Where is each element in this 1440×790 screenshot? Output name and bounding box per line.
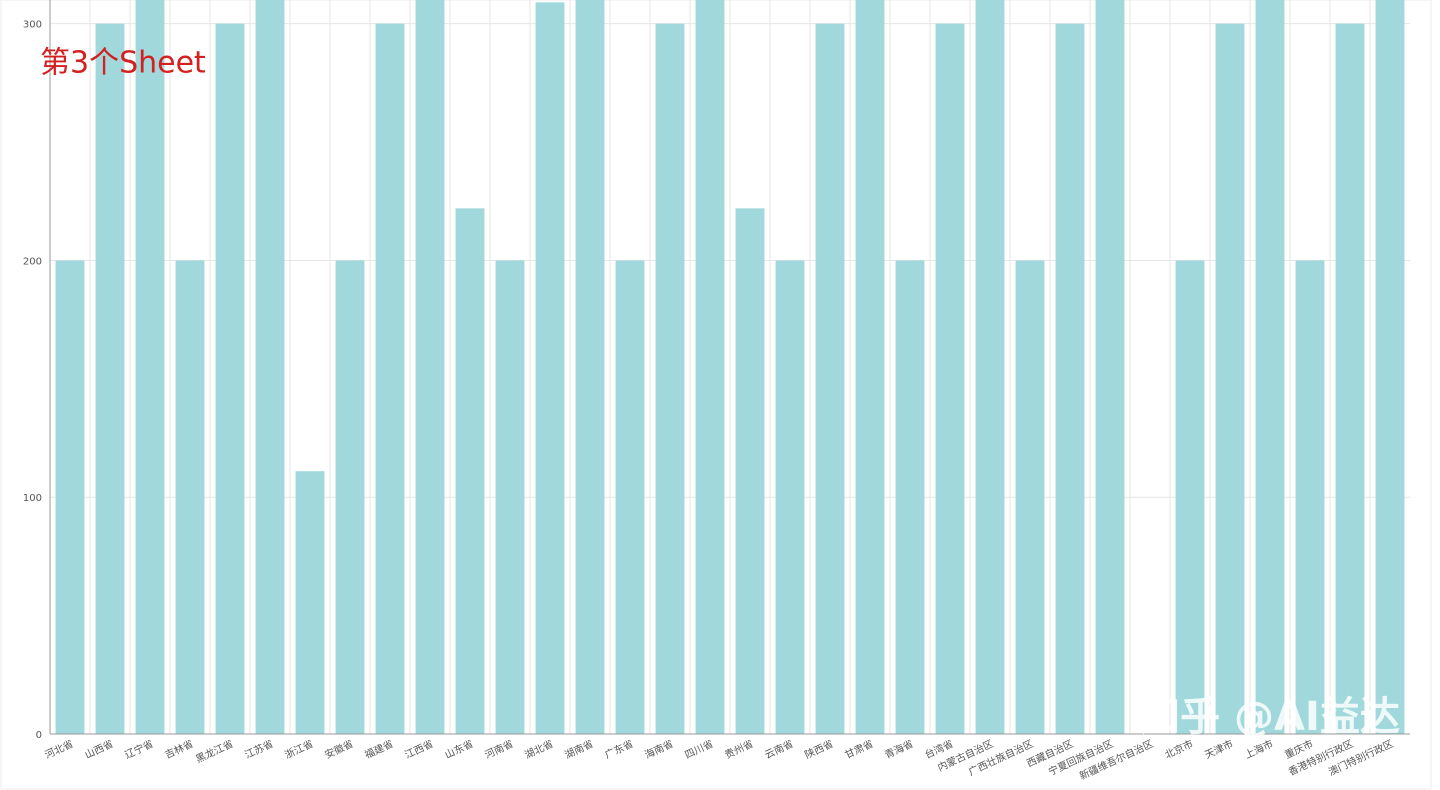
bar <box>1215 23 1245 734</box>
x-tick-label: 湖南省 <box>563 737 596 761</box>
y-tick-label: 200 <box>23 256 42 267</box>
bar <box>135 0 165 734</box>
bar <box>575 0 605 734</box>
annotation: 第3个Sheet <box>40 46 206 81</box>
x-tick-label: 安徽省 <box>323 737 356 761</box>
bar <box>1335 23 1365 734</box>
x-tick-label: 云南省 <box>763 737 796 761</box>
x-tick-label: 河南省 <box>483 737 516 761</box>
x-tick-label: 甘肃省 <box>843 737 876 761</box>
grid <box>49 0 1410 735</box>
bar <box>1255 0 1285 734</box>
x-tick-label: 青海省 <box>883 737 916 761</box>
bar <box>255 0 285 734</box>
x-tick-label: 海南省 <box>643 737 676 761</box>
y-tick-label: 300 <box>23 20 42 31</box>
x-tick-label: 山西省 <box>83 737 116 761</box>
bar <box>1175 260 1205 734</box>
bars <box>55 0 1405 734</box>
x-tick-label: 天津市 <box>1203 737 1236 761</box>
x-tick-label: 吉林省 <box>163 737 196 761</box>
x-tick-label: 河北省 <box>43 737 76 761</box>
x-tick-label: 黑龙江省 <box>194 737 236 766</box>
x-tick-label: 山东省 <box>443 737 476 761</box>
x-tick-label: 江西省 <box>403 737 436 761</box>
x-tick-label: 四川省 <box>683 737 716 761</box>
bar <box>415 0 445 734</box>
x-tick-label: 澳门特别行政区 <box>1326 737 1395 778</box>
bar <box>815 23 845 734</box>
x-tick-label: 湖北省 <box>523 737 556 761</box>
x-tick-label: 陕西省 <box>803 737 836 761</box>
bar <box>335 260 365 734</box>
x-tick-label: 北京市 <box>1163 737 1196 761</box>
x-tick-label: 上海市 <box>1243 737 1276 761</box>
bar <box>1055 23 1085 734</box>
bar <box>975 0 1005 734</box>
bar <box>295 471 325 734</box>
bar <box>775 260 805 734</box>
bar <box>55 260 85 734</box>
x-tick-label: 广西壮族自治区 <box>966 737 1035 778</box>
bar <box>935 23 965 734</box>
bar <box>95 23 125 734</box>
bar <box>1095 0 1125 734</box>
bar <box>1295 260 1325 734</box>
y-tick-label: 0 <box>36 730 42 741</box>
watermark: 知乎 @AI益达 <box>1140 694 1400 740</box>
bar <box>695 0 725 734</box>
x-tick-label: 福建省 <box>363 737 396 761</box>
bar <box>895 260 925 734</box>
y-tick-label: 100 <box>23 493 42 504</box>
bar <box>615 260 645 734</box>
bar <box>455 208 485 734</box>
bar <box>1375 0 1405 734</box>
x-tick-label: 江苏省 <box>243 737 276 761</box>
bar <box>735 208 765 734</box>
x-tick-label: 贵州省 <box>723 737 756 761</box>
bar <box>855 0 885 734</box>
bar <box>175 260 205 734</box>
x-tick-label: 辽宁省 <box>123 737 156 761</box>
bar <box>495 260 525 734</box>
bar <box>375 23 405 734</box>
bar <box>535 2 565 734</box>
bar <box>655 23 685 734</box>
x-tick-label: 浙江省 <box>283 737 316 761</box>
bar <box>215 23 245 734</box>
x-tick-label: 广东省 <box>603 737 636 761</box>
bar <box>1015 260 1045 734</box>
